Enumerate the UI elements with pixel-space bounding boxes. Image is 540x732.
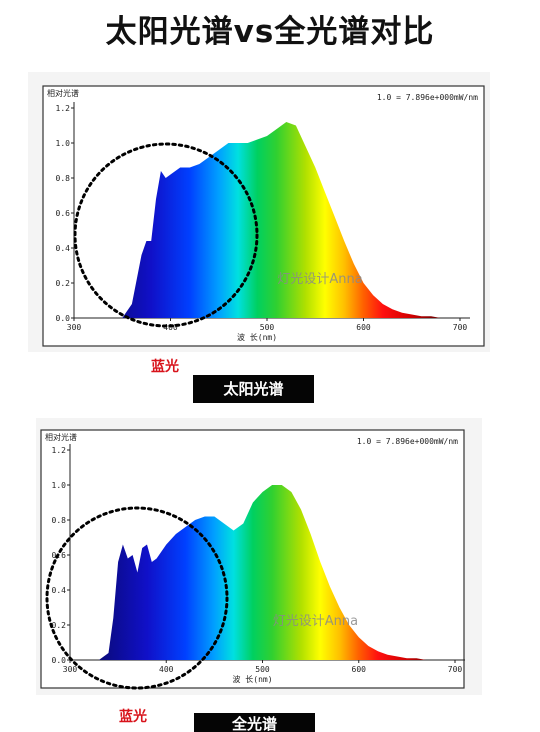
spectrum-area bbox=[122, 122, 441, 318]
solar-spectrum-chart: 相对光谱 1.0 = 7.896e+000mW/nm 0.0 0.2 0.4 0.6 0.8… bbox=[28, 72, 490, 352]
solar-spectrum-caption: 太阳光谱 bbox=[193, 375, 314, 403]
y-tick-label: 0.0 bbox=[56, 314, 71, 323]
full-spectrum-chart: 相对光谱 1.0 = 7.896e+000mW/nm 0.0 0.2 0.4 0.6 0.8… bbox=[36, 418, 482, 695]
x-tick-label: 700 bbox=[448, 665, 463, 674]
chart-legend-text: 1.0 = 7.896e+000mW/nm bbox=[357, 437, 458, 446]
y-tick-label: 0.8 bbox=[56, 174, 71, 183]
blue-light-label: 蓝光 bbox=[151, 359, 179, 375]
page-title: 太阳光谱vs全光谱对比 bbox=[105, 14, 435, 50]
x-tick-label: 600 bbox=[356, 323, 371, 332]
x-tick-label: 400 bbox=[159, 665, 174, 674]
y-tick-label: 1.2 bbox=[56, 104, 71, 113]
x-axis-label: 波 长(nm) bbox=[232, 674, 272, 684]
chart-legend-text: 1.0 = 7.896e+000mW/nm bbox=[377, 93, 478, 102]
y-tick-label: 0.2 bbox=[52, 621, 67, 630]
full-spectrum-svg: 相对光谱 1.0 = 7.896e+000mW/nm0.00.20.40.60.8… bbox=[40, 429, 465, 690]
x-tick-label: 500 bbox=[255, 665, 270, 674]
y-tick-label: 0.0 bbox=[52, 656, 67, 665]
chart-title: 相对光谱 bbox=[45, 432, 77, 442]
spectrum-area bbox=[98, 485, 436, 660]
x-tick-label: 700 bbox=[453, 323, 468, 332]
x-tick-label: 300 bbox=[67, 323, 82, 332]
y-tick-label: 1.0 bbox=[56, 139, 71, 148]
watermark-annotation: 灯光设计Anna bbox=[273, 614, 358, 629]
blue-light-highlight-circle bbox=[73, 142, 259, 328]
blue-light-highlight-circle bbox=[45, 506, 229, 690]
x-tick-label: 400 bbox=[163, 323, 178, 332]
blue-light-label: 蓝光 bbox=[119, 709, 147, 725]
y-tick-label: 0.8 bbox=[52, 516, 67, 525]
solar-spectrum-svg: 相对光谱 1.0 = 7.896e+000mW/nm 0.0 0.2 0.4 0.6 0.8… bbox=[42, 85, 485, 347]
y-tick-label: 0.2 bbox=[56, 279, 71, 288]
y-tick-label: 1.2 bbox=[52, 446, 67, 455]
y-tick-label: 0.4 bbox=[52, 586, 67, 595]
y-tick-label: 0.6 bbox=[56, 209, 71, 218]
chart-title: 相对光谱 bbox=[47, 88, 79, 98]
y-tick-label: 0.4 bbox=[56, 244, 71, 253]
x-axis-label: 波 长(nm) bbox=[237, 332, 277, 342]
watermark-annotation: 灯光设计Anna bbox=[277, 272, 362, 287]
x-tick-label: 600 bbox=[352, 665, 367, 674]
y-tick-label: 1.0 bbox=[52, 481, 67, 490]
x-tick-label: 500 bbox=[260, 323, 275, 332]
full-spectrum-caption: 全光谱 bbox=[194, 713, 315, 732]
x-tick-label: 300 bbox=[63, 665, 78, 674]
